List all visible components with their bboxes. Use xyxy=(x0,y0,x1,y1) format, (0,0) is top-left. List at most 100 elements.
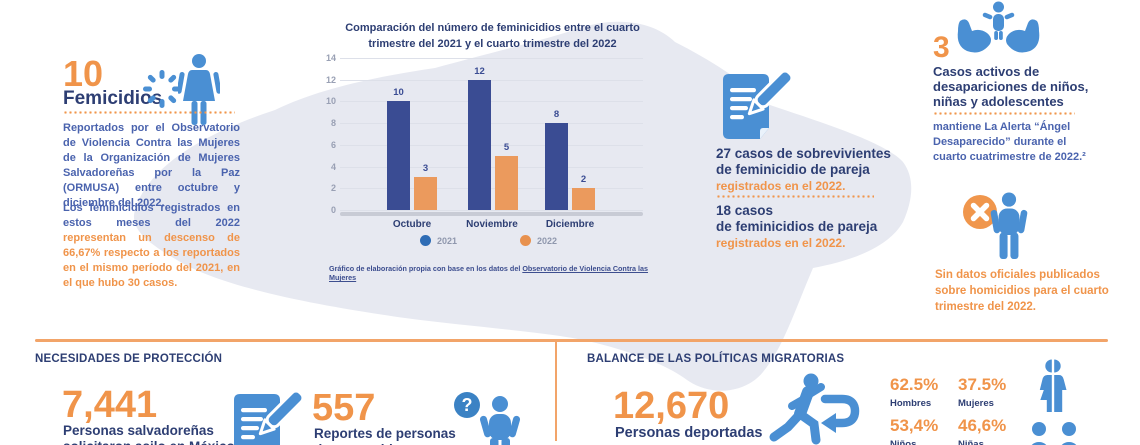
question-person-icon: ? xyxy=(454,392,521,445)
burst-icon xyxy=(143,70,181,108)
bottom-horizontal-rule xyxy=(35,339,1108,342)
person-icon xyxy=(990,192,1028,260)
bar-2022-Diciembre xyxy=(572,188,595,210)
case-18-line2: de feminicidios de pareja xyxy=(716,219,878,234)
gridline-14 xyxy=(340,58,643,59)
hands-holding-child-icon xyxy=(957,1,1040,53)
legend-label-2022: 2022 xyxy=(537,235,558,246)
two-children-icon xyxy=(1031,422,1077,445)
case-27-note: registrados en el 2022. xyxy=(716,179,846,193)
migration-heading: BALANCE DE LAS POLÍTICAS MIGRATORIAS xyxy=(587,353,845,365)
stat-ninas-value: 46,6% xyxy=(958,416,1007,435)
legend-item-2022: 2022 xyxy=(520,235,557,246)
reports-number: 557 xyxy=(312,387,376,429)
gridline-2 xyxy=(340,188,643,190)
protection-heading: NECESIDADES DE PROTECCIÓN xyxy=(35,353,223,365)
stat-hombres-value: 62.5% xyxy=(890,375,939,394)
disappearances-note: mantiene La Alerta “Ángel Desaparecido” … xyxy=(933,121,1086,163)
legend-dot-2022 xyxy=(520,235,531,246)
disappearances-section: 3 Casos activos de desapariciones de niñ… xyxy=(920,0,1140,180)
svg-text:?: ? xyxy=(462,395,473,415)
bar-value-2021-Noviembre: 12 xyxy=(474,65,485,77)
disappearances-number: 3 xyxy=(933,31,950,64)
gridline-6 xyxy=(340,144,643,146)
stat-mujeres-label: Mujeres xyxy=(958,397,994,409)
chart-footnote-link[interactable]: Observatorio de Violencia Contra las Muj… xyxy=(329,264,649,282)
disappearances-title-line2: desapariciones de niños, xyxy=(933,79,1089,94)
stat-ninas: 46,6% Niñas xyxy=(958,416,1007,445)
stat-hombres-label: Hombres xyxy=(890,397,932,409)
bar-value-2021-Octubre: 10 xyxy=(393,87,404,99)
case-18-line1: 18 casos xyxy=(716,203,774,218)
x-label-Octubre: Octubre xyxy=(392,219,432,230)
y-tick-0: 0 xyxy=(330,205,336,215)
y-tick-6: 6 xyxy=(330,139,336,150)
stat-hombres: 62.5% Hombres xyxy=(890,375,939,409)
femicides-number: 10 xyxy=(63,53,104,94)
protection-section: NECESIDADES DE PROTECCIÓN 7,441 Personas… xyxy=(0,341,555,445)
x-axis-line xyxy=(340,212,643,216)
legend-item-2021: 2021 xyxy=(420,235,457,246)
reports-line1: Reportes de personas xyxy=(314,426,456,441)
femicides-paragraph-2-orange: representan un descenso de 66,67% respec… xyxy=(63,232,240,289)
deported-label: Personas deportadas xyxy=(615,425,763,441)
chart-title: Comparación del número de feminicidios e… xyxy=(345,22,640,50)
x-label-Diciembre: Diciembre xyxy=(545,219,595,230)
asylum-line2: solicitaron asilo en México³ xyxy=(63,439,239,445)
y-tick-10: 10 xyxy=(325,96,336,107)
stat-ninos-value: 53,4% xyxy=(890,416,939,435)
bar-value-2022-Octubre: 3 xyxy=(422,163,429,175)
y-tick-2: 2 xyxy=(330,183,336,194)
gridline-8 xyxy=(340,123,643,125)
stat-ninos-label: Niños xyxy=(890,438,917,445)
woman-icon xyxy=(178,54,220,125)
no-official-data-note: Sin datos oficiales publicados sobre hom… xyxy=(935,269,1109,313)
y-tick-12: 12 xyxy=(325,74,336,85)
gridline-10 xyxy=(340,101,643,103)
bottom-vertical-divider xyxy=(555,341,557,441)
el-salvador-map-silhouette xyxy=(133,21,912,391)
femicides-paragraph-2: Los feminicidios registrados en estos me… xyxy=(63,201,240,291)
partner-cases-section: 27 casos de sobrevivientes de feminicidi… xyxy=(700,60,900,260)
half-man-half-woman-icon xyxy=(1039,359,1067,412)
stat-ninas-label: Niñas xyxy=(958,438,984,445)
bar-2021-Diciembre xyxy=(545,123,568,210)
y-tick-8: 8 xyxy=(330,118,336,129)
case-27-line2: de feminicidio de pareja xyxy=(716,162,870,177)
case-27-line1: 27 casos de sobrevivientes xyxy=(716,146,891,161)
bar-value-2022-Diciembre: 2 xyxy=(580,174,587,186)
bar-2022-Noviembre xyxy=(495,155,518,210)
y-tick-14: 14 xyxy=(325,53,336,63)
gridline-4 xyxy=(340,166,643,168)
asylum-line1: Personas salvadoreñas xyxy=(63,423,214,438)
disappearances-divider xyxy=(933,112,1075,115)
femicides-label: Femicidios xyxy=(63,88,163,109)
gridline-12 xyxy=(340,79,643,81)
no-official-data-section: Sin datos oficiales publicados sobre hom… xyxy=(920,185,1140,325)
x-label-Noviembre: Noviembre xyxy=(466,219,518,230)
y-tick-4: 4 xyxy=(330,161,336,172)
reports-line2: desaparecidas xyxy=(314,442,408,445)
femicides-section: 10 Femicidios xyxy=(0,0,300,340)
femicides-comparison-chart: Comparación del número de feminicidios e… xyxy=(325,20,660,282)
legend-dot-2021 xyxy=(420,235,431,246)
cross-circle-icon xyxy=(963,195,997,229)
stat-mujeres-value: 37.5% xyxy=(958,375,1007,394)
gridline-0 xyxy=(340,210,643,211)
chart-footnote: Gráfico de elaboración propia con base e… xyxy=(329,264,659,282)
document-pen-icon xyxy=(234,389,305,445)
bar-2021-Noviembre xyxy=(468,79,491,210)
deported-number: 12,670 xyxy=(613,385,730,427)
bar-value-2021-Diciembre: 8 xyxy=(553,109,560,121)
femicides-divider xyxy=(63,111,235,114)
migration-section: BALANCE DE LAS POLÍTICAS MIGRATORIAS 12,… xyxy=(555,341,1140,445)
bar-value-2022-Noviembre: 5 xyxy=(503,141,510,153)
asylum-number: 7,441 xyxy=(62,384,158,426)
bar-2021-Octubre xyxy=(387,101,410,210)
document-pen-icon xyxy=(723,69,794,139)
case-18-note: registrados en el 2022. xyxy=(716,236,846,250)
stat-mujeres: 37.5% Mujeres xyxy=(958,375,1007,409)
legend-label-2021: 2021 xyxy=(437,235,458,246)
partner-cases-divider xyxy=(716,195,874,198)
